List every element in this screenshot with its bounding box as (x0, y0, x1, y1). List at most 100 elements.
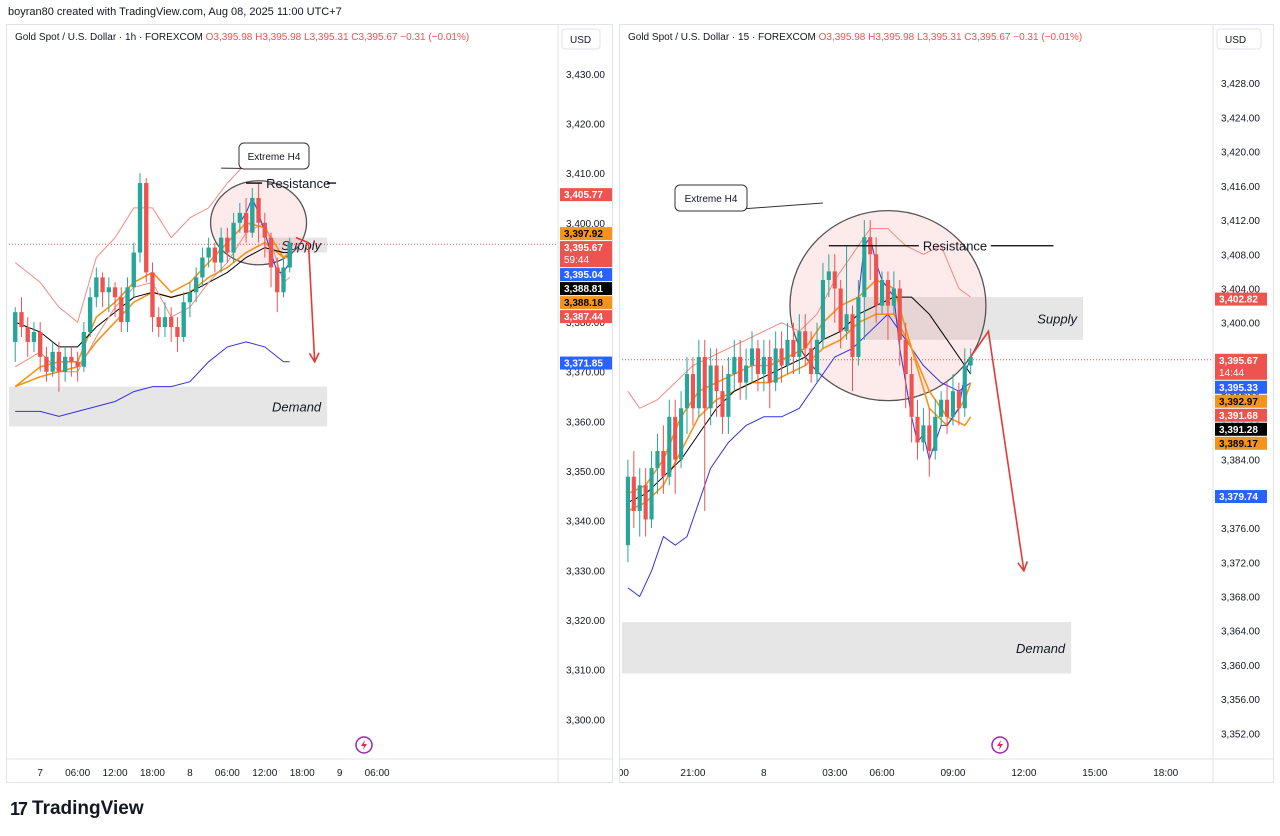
right-candle-body (939, 399, 944, 417)
left-candle (137, 173, 143, 263)
right-price-tag-bg (1215, 436, 1267, 450)
right-y-tick-label: 3,408.00 (1221, 250, 1260, 261)
right-candle-body (738, 356, 743, 383)
right-candle (897, 279, 902, 366)
left-title-close: C3,395.67 (351, 32, 400, 43)
left-zone-demand (9, 386, 328, 427)
right-price-tag-value: 3,379.74 (1219, 492, 1258, 503)
right-candle (915, 399, 920, 460)
left-candle (268, 232, 274, 288)
left-price-tag-bg (560, 227, 612, 241)
left-callout-box (238, 142, 310, 170)
left-candle (25, 317, 30, 357)
left-y-tick-label: 3,310.00 (566, 666, 605, 677)
left-price-tag-value: 3,388.18 (564, 298, 603, 309)
left-price-tag: 3,371.85 (560, 356, 612, 370)
right-candle-body (673, 416, 678, 460)
left-candle-body (200, 257, 205, 278)
left-title-open: O3,395.98 (206, 32, 255, 43)
left-x-tick-label: 9 (337, 768, 343, 779)
right-candle-body (643, 485, 648, 520)
right-x-tick-label: 18:00 (1153, 768, 1178, 779)
right-y-tick-label: 3,416.00 (1221, 182, 1260, 193)
right-price-tag: 3,379.74 (1215, 490, 1267, 504)
left-candle (250, 188, 255, 238)
right-callout-box (674, 184, 748, 212)
left-title-symbol: Gold Spot / U.S. Dollar · 1h · FOREXCOM (15, 32, 206, 43)
left-candle-body (44, 356, 49, 372)
left-candle-body (243, 212, 249, 233)
right-candle (814, 322, 820, 383)
right-candle-body (956, 391, 961, 409)
right-price-tag: 3,392.97 (1215, 394, 1267, 408)
left-projection-arrowhead (308, 352, 320, 364)
chart-pane-15m[interactable]: Supply Demand Resistance Extreme H4 3,352.00… (619, 24, 1274, 783)
right-x-tick-label: 8 (761, 768, 767, 779)
right-candle-body (950, 391, 956, 417)
right-x-tick-label: :00 (620, 768, 629, 779)
right-candle-body (720, 391, 725, 417)
left-projection-arrow (295, 236, 316, 362)
left-y-tick-label: 3,300.00 (566, 715, 605, 726)
right-candle (927, 408, 932, 477)
right-candle (862, 220, 867, 340)
left-y-tick-label: 3,400.00 (566, 219, 605, 230)
left-price-tag-bg (560, 188, 612, 202)
right-y-tick-label: 3,384.00 (1221, 456, 1260, 467)
right-x-tick-label: 15:00 (1082, 768, 1107, 779)
chart-pane-1h[interactable]: Supply Demand Resistance Extreme H4 3,300.00… (6, 24, 613, 783)
left-candle-body (62, 356, 68, 372)
right-y-tick-label: 3,368.00 (1221, 592, 1260, 603)
right-candle (767, 339, 772, 409)
right-candle-body (702, 356, 707, 409)
left-y-tick-label: 3,320.00 (566, 616, 605, 627)
left-candle (243, 197, 249, 243)
left-candle (262, 212, 267, 258)
left-candle-body (250, 197, 255, 233)
right-candle-body (684, 374, 690, 409)
left-x-tick-label: 12:00 (103, 768, 128, 779)
left-candle (87, 287, 93, 337)
right-candle (785, 322, 790, 375)
left-x-tick-label: 06:00 (215, 768, 240, 779)
right-x-tick-label: 06:00 (870, 768, 895, 779)
left-candle (125, 277, 130, 333)
tradingview-logo[interactable]: 17 TradingView (10, 798, 144, 820)
right-candle (838, 279, 843, 349)
right-zone-demand (622, 622, 1072, 674)
left-x-tick-label: 06:00 (365, 768, 390, 779)
right-candle-body (625, 476, 630, 546)
left-series-lower-band (15, 341, 290, 417)
right-candle-body (779, 348, 784, 366)
right-price-tag-value: 3,395.67 (1219, 356, 1258, 367)
left-candle (200, 247, 205, 288)
right-candle (903, 322, 908, 409)
right-currency-label: USD (1225, 35, 1246, 46)
right-candle-body (874, 254, 879, 306)
left-candle-body (175, 327, 180, 337)
chart-15m-svg[interactable]: Supply Demand Resistance Extreme H4 3,352.00… (620, 25, 1273, 782)
right-title-high: H3,395.98 (868, 32, 917, 43)
left-price-tag-value: 3,395.67 (564, 243, 603, 254)
left-y-tick-label: 3,430.00 (566, 70, 605, 81)
right-candle-body (803, 331, 808, 349)
right-candle (761, 339, 766, 392)
right-candle-body (909, 374, 914, 417)
right-candle-body (649, 468, 654, 520)
right-candle-body (655, 451, 660, 469)
right-candle (826, 254, 831, 298)
left-price-tag-bg (560, 268, 612, 282)
left-price-tag: 3,387.44 (560, 310, 612, 324)
left-x-tick-label: 18:00 (140, 768, 165, 779)
left-candle-body (106, 287, 112, 293)
right-candle (962, 348, 967, 417)
right-price-tag: 3,391.28 (1215, 422, 1267, 436)
right-price-tag-value: 3,391.68 (1219, 411, 1258, 422)
left-candle-body (131, 252, 136, 288)
right-candle (850, 305, 855, 392)
left-currency-label: USD (570, 35, 591, 46)
left-price-tag-bg (560, 241, 612, 268)
right-price-tag-bg (1215, 353, 1267, 380)
